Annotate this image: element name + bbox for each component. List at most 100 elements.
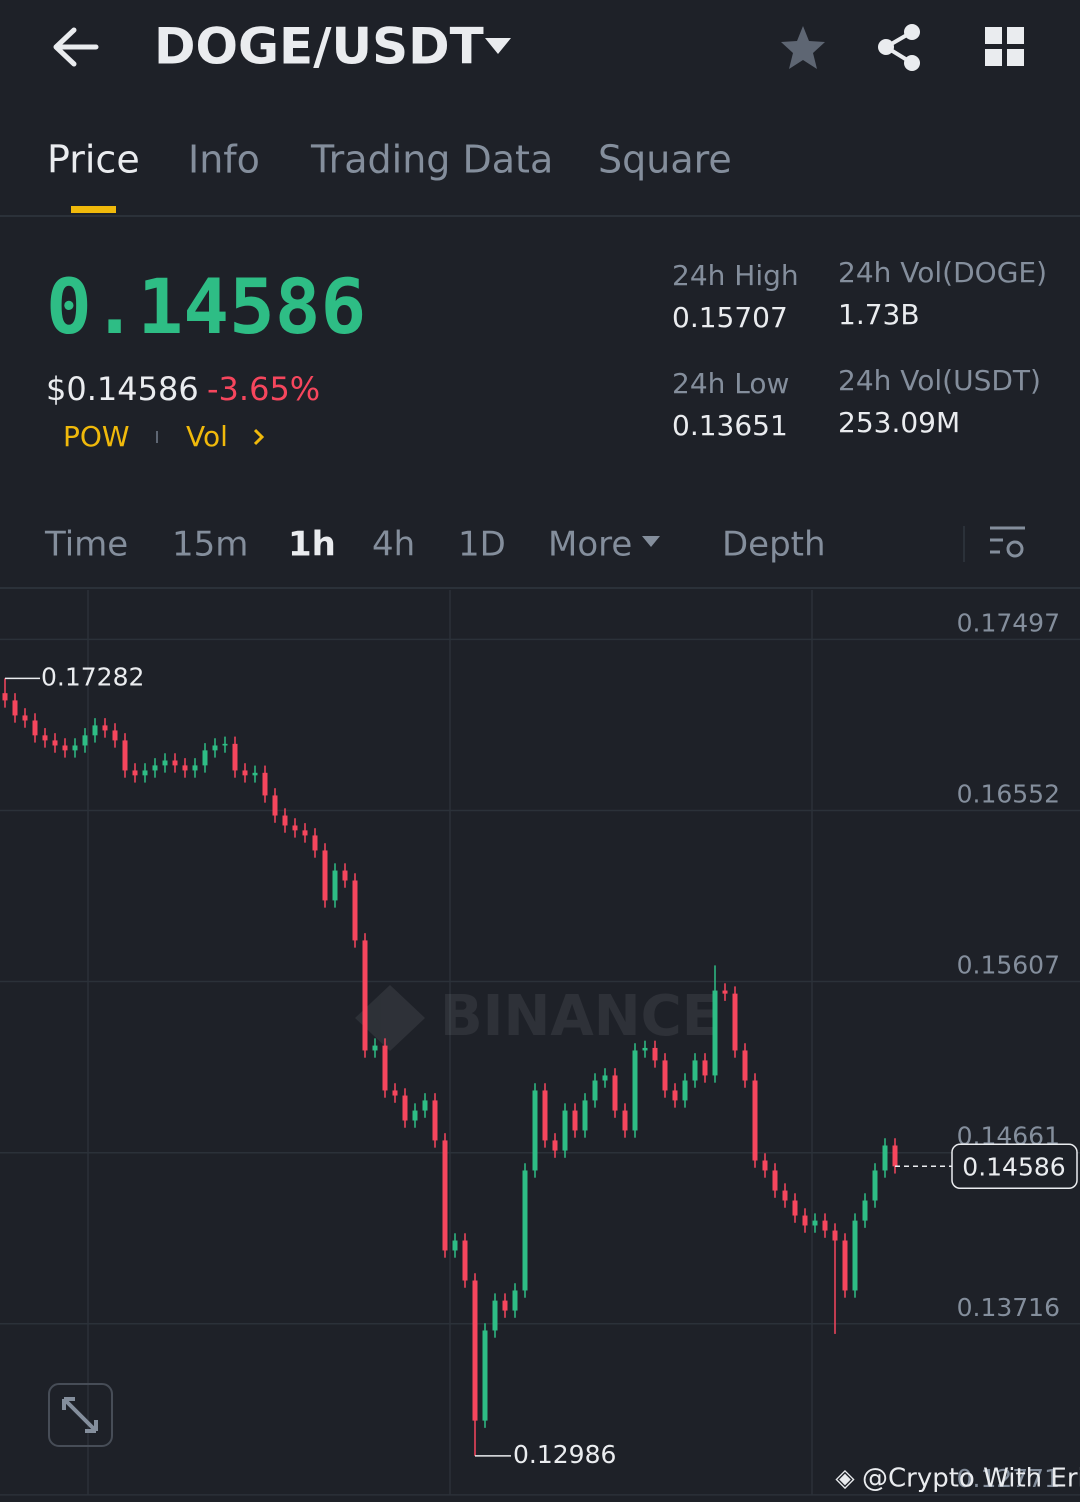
tag-chevron[interactable] [253,428,265,446]
candle-body [302,830,308,836]
candle-body [472,1280,478,1421]
candle-body [322,850,328,901]
candle-body [672,1090,678,1101]
settings-lines [990,526,1025,554]
expand-frame [48,1383,113,1447]
candle-body [712,990,718,1076]
last-price-box [951,1143,1078,1190]
candle-body [612,1075,618,1111]
candle-body [492,1300,498,1331]
candle-body [772,1170,778,1191]
candle-body [112,730,118,741]
candle-body [382,1045,388,1091]
candle-body [812,1220,818,1226]
candle-body [182,765,188,771]
candle-body [402,1095,408,1121]
candle-body [52,740,58,746]
pair-dropdown[interactable] [485,38,511,54]
candle-body [722,990,728,994]
candle-body [42,735,48,741]
pair-title[interactable]: DOGE/USDT [154,18,484,76]
candle-body [572,1110,578,1131]
tag[interactable]: Vol [186,420,228,453]
interval[interactable]: Time [44,525,128,565]
candle-body [662,1060,668,1091]
author-watermark: @Crypto With Erik [862,1464,1080,1494]
interval[interactable]: More [548,525,632,565]
tab[interactable]: Square [598,138,732,182]
favorite-star[interactable] [781,26,825,69]
watermark-logo: BINANCE [355,984,720,1051]
candle-body [272,795,278,816]
candle-body [832,1230,838,1241]
candle-body [192,765,198,771]
candle-body [482,1330,488,1421]
candle-body [162,760,168,766]
candle-body [92,725,98,736]
interval[interactable]: 15m [172,525,248,565]
back-button[interactable] [53,27,99,67]
candle-body [702,1060,708,1076]
stat-label: 24h High [672,259,799,292]
candle-body [742,1050,748,1081]
stat-label: 24h Low [672,367,789,400]
menu-grid[interactable] [985,27,1024,66]
interval[interactable]: 1h [288,525,336,565]
stat-value: 0.15707 [672,301,788,334]
low-marker-label: 0.12986 [513,1440,616,1469]
settings-gear [1006,540,1024,558]
candle-body [682,1080,688,1101]
candle-body [22,715,28,721]
logo-text: BINANCE [440,984,720,1049]
candle-body [72,745,78,751]
more-dropdown[interactable] [642,536,660,547]
candlestick-chart: BINANCE 0.174970.165520.156070.146610.13… [0,590,1080,1496]
interval[interactable]: 1D [458,525,506,565]
candle-body [462,1240,468,1281]
candle-body [102,725,108,731]
expand-icon [62,1397,98,1433]
share-button[interactable] [878,24,920,71]
stat-value: 253.09M [838,406,960,439]
tag[interactable]: POW [63,420,130,453]
candle-body [842,1240,848,1291]
expand-button[interactable] [48,1383,113,1447]
candle-body [562,1110,568,1151]
price-change: -3.65% [207,370,320,408]
candle-body [332,870,338,901]
candle-body [292,825,298,831]
candle-body [552,1140,558,1151]
candle-body [2,693,8,701]
grid-cell [985,27,1002,44]
candle-body [32,720,38,736]
candle-body [392,1090,398,1096]
last-price-label: 0.14586 [962,1152,1065,1181]
candle-body [762,1160,768,1171]
candle-body [362,940,368,1051]
candle-body [82,735,88,746]
tab[interactable]: Trading Data [310,138,553,182]
grid-cell [985,49,1002,66]
grid-cell [1007,27,1024,44]
candle-body [232,743,238,771]
candle-body [262,772,268,796]
candle-body [452,1240,458,1251]
interval[interactable]: Depth [722,525,826,565]
interval[interactable]: 4h [372,525,415,565]
candle-body [752,1080,758,1161]
candle-body [342,870,348,881]
high-marker-label: 0.17282 [41,662,144,691]
candle-body [522,1170,528,1291]
candle-body [172,760,178,766]
author-logo: ◈ [835,1463,855,1492]
tab[interactable]: Info [188,138,260,182]
chart-settings[interactable] [990,526,1025,558]
candle-body [862,1200,868,1221]
tab[interactable]: Price [47,138,140,182]
candle-body [422,1100,428,1111]
candle-body [642,1047,648,1051]
candle-body [12,700,18,716]
candle-body [352,880,358,941]
stat-label: 24h Vol(DOGE) [838,256,1047,289]
last-price: 0.14586 [46,262,366,351]
